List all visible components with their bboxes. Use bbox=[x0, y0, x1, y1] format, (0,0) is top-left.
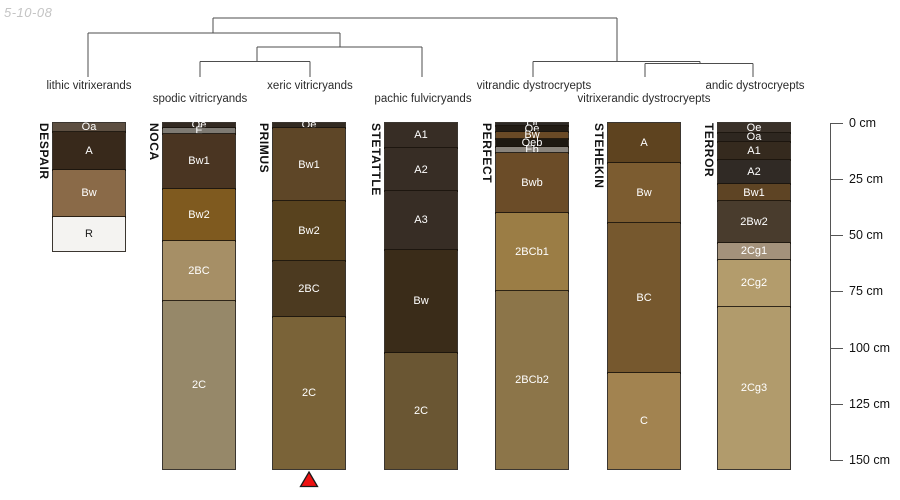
horizon-NOCA-Bw1 bbox=[162, 132, 236, 190]
horizon-PRIMUS-Bw1 bbox=[272, 127, 346, 203]
horizon-NOCA-2BC bbox=[162, 239, 236, 303]
red-triangle-shape bbox=[299, 470, 319, 488]
profile-name-STETATTLE: STETATTLE bbox=[369, 122, 383, 196]
horizon-TERROR-Oe bbox=[717, 121, 791, 134]
taxon-label: pachic fulvicryands bbox=[374, 93, 472, 105]
horizon-PRIMUS-2BC bbox=[272, 259, 346, 319]
horizon-PERFECT-Bwb bbox=[495, 151, 569, 214]
horizon-NOCA-Bw2 bbox=[162, 187, 236, 242]
taxon-label: lithic vitrixerands bbox=[46, 80, 132, 92]
horizon-PERFECT-Oe bbox=[495, 124, 569, 133]
taxon-label: vitrandic dystrocryepts bbox=[476, 80, 592, 92]
horizon-PRIMUS-Oe bbox=[272, 121, 346, 130]
horizon-PRIMUS-Bw2 bbox=[272, 200, 346, 262]
horizon-DESPAIR-Bw bbox=[52, 168, 126, 219]
horizon-TERROR-2Cg3 bbox=[717, 306, 791, 470]
depth-axis-tick-label: 25 cm bbox=[849, 171, 884, 186]
horizon-DESPAIR-Oa bbox=[52, 121, 126, 133]
horizon-PERFECT-2BCb1 bbox=[495, 211, 569, 293]
depth-axis-tick-label: 100 cm bbox=[849, 340, 890, 355]
depth-axis-tick bbox=[830, 460, 843, 461]
depth-axis-tick-label: 50 cm bbox=[849, 228, 884, 242]
horizon-STEHEKIN-A bbox=[607, 121, 681, 164]
depth-axis-tick-label: 75 cm bbox=[849, 284, 884, 299]
horizon-STEHEKIN-BC bbox=[607, 221, 681, 375]
depth-axis-tick bbox=[830, 347, 843, 349]
depth-axis-tick bbox=[830, 122, 843, 124]
profile-name-STEHEKIN: STEHEKIN bbox=[592, 122, 606, 188]
horizon-PERFECT-Oeb bbox=[495, 138, 569, 149]
horizon-STETATTLE-A3 bbox=[384, 190, 458, 251]
profile-name-NOCA: NOCA bbox=[147, 122, 161, 161]
depth-axis-tick-label: 125 cm bbox=[849, 396, 890, 411]
horizon-NOCA-E bbox=[162, 127, 236, 135]
horizon-DESPAIR-A bbox=[52, 130, 126, 171]
horizon-PERFECT-Bw bbox=[495, 130, 569, 141]
profile-name-DESPAIR: DESPAIR bbox=[37, 122, 51, 180]
taxon-label: vitrixerandic dystrocryepts bbox=[577, 93, 711, 105]
horizon-PERFECT-2BCb2 bbox=[495, 290, 569, 470]
depth-axis-tick bbox=[830, 291, 843, 293]
horizon-PERFECT-Eb bbox=[495, 146, 569, 154]
depth-axis-tick bbox=[830, 178, 843, 180]
horizon-TERROR-2Cg1 bbox=[717, 241, 791, 261]
horizon-STETATTLE-A1 bbox=[384, 121, 458, 150]
horizon-PRIMUS-2C bbox=[272, 316, 346, 470]
horizon-PERFECT-Oi bbox=[495, 121, 569, 127]
horizon-TERROR-2Bw2 bbox=[717, 200, 791, 244]
horizon-STETATTLE-Bw bbox=[384, 248, 458, 355]
horizon-NOCA-Oe bbox=[162, 121, 236, 130]
horizon-TERROR-A1 bbox=[717, 140, 791, 161]
taxon-label: andic dystrocryepts bbox=[705, 80, 805, 92]
red-triangle-marker bbox=[299, 470, 319, 488]
horizon-STETATTLE-A2 bbox=[384, 147, 458, 193]
horizon-STEHEKIN-Bw bbox=[607, 162, 681, 224]
depth-axis-tick-label: 0 cm bbox=[849, 115, 877, 130]
profile-name-TERROR: TERROR bbox=[702, 122, 716, 177]
horizon-TERROR-2Cg2 bbox=[717, 258, 791, 309]
horizon-DESPAIR-R bbox=[52, 216, 126, 252]
horizon-STETATTLE-2C bbox=[384, 352, 458, 470]
horizon-TERROR-Oa bbox=[717, 131, 791, 143]
depth-axis-tick-label: 150 cm bbox=[849, 453, 890, 467]
horizon-TERROR-A2 bbox=[717, 158, 791, 186]
horizon-NOCA-2C bbox=[162, 300, 236, 470]
date-label: 5-10-08 bbox=[4, 5, 53, 20]
profile-name-PERFECT: PERFECT bbox=[480, 122, 494, 183]
depth-axis-tick bbox=[830, 235, 843, 236]
taxon-label: spodic vitricryands bbox=[152, 93, 248, 105]
depth-axis-tick bbox=[830, 403, 843, 405]
taxon-label: xeric vitricryands bbox=[267, 80, 353, 92]
profile-name-PRIMUS: PRIMUS bbox=[257, 122, 271, 173]
horizon-TERROR-Bw1 bbox=[717, 183, 791, 203]
horizon-STEHEKIN-C bbox=[607, 372, 681, 470]
